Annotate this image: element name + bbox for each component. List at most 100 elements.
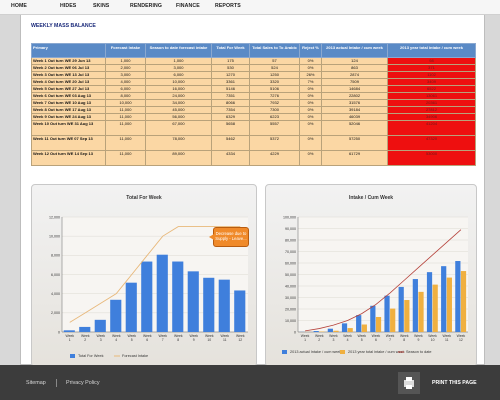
table-cell: 89,000 bbox=[145, 150, 212, 166]
y-tick-label: 80,000 bbox=[285, 238, 296, 242]
bar bbox=[446, 277, 452, 332]
y-tick-label: 0 bbox=[294, 330, 296, 334]
x-tick-label-line: 1 bbox=[304, 338, 306, 342]
nav-skins[interactable]: SKINS bbox=[93, 3, 110, 9]
table-cell: 3361 bbox=[211, 78, 250, 86]
table-cell: 5658 bbox=[211, 120, 250, 136]
column-header: Total For Week bbox=[211, 43, 250, 58]
privacy-policy-link[interactable]: Privacy Policy bbox=[66, 380, 100, 386]
table-row: Week 3 Out turn WE 13 Jul 13 3,000 6,000 12… bbox=[31, 71, 476, 79]
x-tick-label-line: Week bbox=[220, 334, 229, 338]
top-navigation: HOME HIDES SKINS RENDERING FINANCE REPOR… bbox=[0, 0, 500, 15]
row-label-cell: Week 2 Out turn WE 06 Jul 13 bbox=[31, 64, 106, 72]
total-for-week-chart-panel: Total For Week 0 2,000 4,000 6,000 8,000 10,0… bbox=[31, 184, 257, 367]
table-cell: 7276 bbox=[249, 92, 300, 100]
x-tick-label-line: 3 bbox=[332, 338, 334, 342]
legend-label: 2013 year total intake / cum week bbox=[348, 350, 405, 354]
table-cell: 0% bbox=[299, 85, 322, 93]
x-tick-label: Week 1 bbox=[65, 334, 74, 342]
print-button[interactable] bbox=[398, 372, 420, 394]
table-cell: 45,000 bbox=[145, 106, 212, 114]
table-cell: 2874 bbox=[321, 71, 388, 79]
table-cell: 0% bbox=[299, 150, 322, 166]
bar bbox=[156, 254, 168, 332]
x-tick-label-line: 2 bbox=[84, 338, 86, 342]
row-label-cell: Week 9 Out turn WE 24 Aug 13 bbox=[31, 113, 106, 121]
table-cell: 0% bbox=[299, 64, 322, 72]
column-header: Reject % bbox=[299, 43, 322, 58]
bar bbox=[370, 305, 376, 332]
legend-label: 2013 actual Intake / cum week bbox=[290, 350, 341, 354]
table-cell: 3,000 bbox=[145, 64, 212, 72]
x-tick-label: Week 5 bbox=[357, 334, 366, 342]
table-cell: 5557 bbox=[249, 120, 300, 136]
bar bbox=[441, 266, 447, 332]
table-row: Week 7 Out turn WE 10 Aug 13 10,000 34,000… bbox=[31, 99, 476, 107]
table-cell: 3,000 bbox=[105, 71, 146, 79]
x-tick-label: Week 12 bbox=[457, 334, 466, 342]
x-tick-label-line: Week bbox=[329, 334, 338, 338]
table-cell: 11,000 bbox=[105, 120, 146, 136]
x-tick-label-line: 12 bbox=[238, 338, 242, 342]
table-cell: 47320 bbox=[387, 135, 476, 151]
table-cell: 10,000 bbox=[145, 78, 212, 86]
y-tick-label: 70,000 bbox=[285, 250, 296, 254]
sitemap-link[interactable]: Sitemap bbox=[26, 380, 46, 386]
table-cell: 16,000 bbox=[145, 85, 212, 93]
nav-rendering[interactable]: RENDERING bbox=[130, 3, 163, 9]
table-cell: 46039 bbox=[321, 113, 388, 121]
nav-hides[interactable]: HIDES bbox=[60, 3, 77, 9]
nav-home[interactable]: HOME bbox=[11, 3, 27, 9]
x-tick-label-line: Week bbox=[143, 334, 152, 338]
x-tick-label-line: Week bbox=[315, 334, 324, 338]
x-tick-label-line: 4 bbox=[347, 338, 349, 342]
bar bbox=[187, 271, 199, 332]
nav-finance[interactable]: FINANCE bbox=[176, 3, 200, 9]
bar bbox=[141, 261, 153, 332]
table-cell: 1102 bbox=[387, 71, 476, 79]
table-cell: 0% bbox=[299, 120, 322, 136]
x-tick-label: Week 7 bbox=[386, 334, 395, 342]
y-tick-label: 60,000 bbox=[285, 261, 296, 265]
x-tick-label-line: Week bbox=[189, 334, 198, 338]
x-tick-label-line: Week bbox=[372, 334, 381, 338]
table-cell: 11,000 bbox=[105, 106, 146, 114]
row-label-cell: Week 7 Out turn WE 10 Aug 13 bbox=[31, 99, 106, 107]
table-cell: 11,000 bbox=[105, 150, 146, 166]
x-tick-label-line: Week bbox=[386, 334, 395, 338]
table-row: Week 5 Out turn WE 27 Jul 13 6,000 16,000 5… bbox=[31, 85, 476, 93]
legend-swatch bbox=[340, 350, 345, 354]
bar bbox=[356, 315, 362, 332]
row-label-cell: Week 6 Out turn WE 03 Aug 13 bbox=[31, 92, 106, 100]
table-cell: 524 bbox=[249, 64, 300, 72]
row-label-cell: Week 5 Out turn WE 27 Jul 13 bbox=[31, 85, 106, 93]
x-tick-label-line: Week bbox=[414, 334, 423, 338]
legend-label: Forecast Intake bbox=[122, 354, 148, 358]
y-tick-label: 6,000 bbox=[51, 273, 60, 277]
bar bbox=[172, 261, 184, 332]
y-tick-label: 10,000 bbox=[49, 234, 60, 238]
page-title: WEEKLY MASS BALANCE bbox=[31, 23, 96, 29]
x-tick-label-line: Week bbox=[81, 334, 90, 338]
print-this-page-label[interactable]: PRINT THIS PAGE bbox=[432, 380, 477, 386]
table-row: Week 6 Out turn WE 03 Aug 13 8,000 24,000 7… bbox=[31, 92, 476, 100]
y-tick-label: 2,000 bbox=[51, 311, 60, 315]
table-cell: 6522 bbox=[387, 85, 476, 93]
column-header: Primary bbox=[31, 43, 106, 58]
bar bbox=[327, 328, 333, 332]
x-tick-label-line: Week bbox=[127, 334, 136, 338]
table-cell: 0% bbox=[299, 99, 322, 107]
y-tick-label: 20,000 bbox=[285, 307, 296, 311]
table-cell: 8066 bbox=[211, 99, 250, 107]
bar bbox=[63, 330, 75, 332]
nav-reports[interactable]: REPORTS bbox=[215, 3, 241, 9]
bar bbox=[125, 282, 137, 332]
bar bbox=[426, 272, 433, 332]
bar bbox=[361, 324, 367, 332]
x-tick-label-line: 9 bbox=[193, 338, 195, 342]
bar bbox=[79, 326, 91, 332]
bar bbox=[94, 319, 106, 332]
intake-cum-week-chart: 0 10,000 20,000 30,000 40,000 50,000 60,000 70,… bbox=[282, 215, 468, 354]
table-cell: 6223 bbox=[249, 113, 300, 121]
x-tick-label-line: 6 bbox=[146, 338, 148, 342]
